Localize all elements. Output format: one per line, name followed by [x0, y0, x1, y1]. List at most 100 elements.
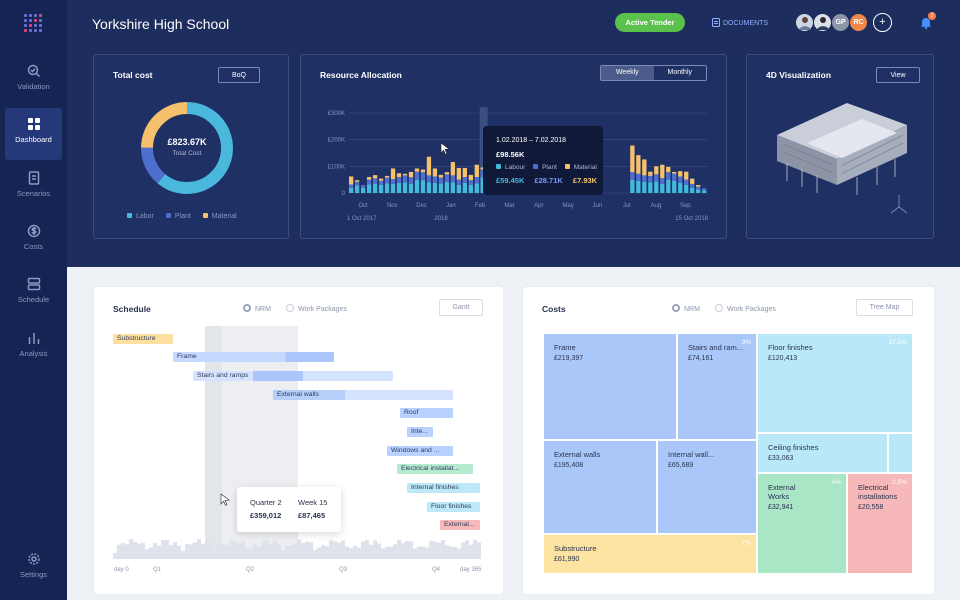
monthly-toggle[interactable]: Monthly — [667, 69, 692, 76]
documents-link[interactable]: DOCUMENTS — [712, 18, 768, 27]
bar-segment-plant[interactable] — [390, 179, 396, 184]
bar-segment-labour[interactable] — [474, 183, 479, 193]
bar-segment-labour[interactable] — [372, 183, 378, 193]
bar-segment-plant[interactable] — [672, 173, 677, 181]
app-logo[interactable] — [24, 14, 42, 32]
gantt-bar[interactable]: Stairs and ramps — [193, 371, 393, 381]
donut-slice-material[interactable] — [141, 102, 233, 194]
bar-segment-plant[interactable] — [678, 176, 683, 183]
sidebar-item-costs[interactable]: Costs — [5, 215, 62, 267]
bar-segment-labour[interactable] — [444, 181, 450, 193]
radio-nrm[interactable]: NRM — [243, 304, 271, 313]
gantt-bar[interactable]: External... — [440, 520, 480, 530]
bar-segment-plant[interactable] — [426, 175, 432, 183]
bar-segment-material[interactable] — [444, 172, 450, 175]
sidebar-item-scenarios[interactable]: Scenarios — [5, 162, 62, 214]
bar-segment-labour[interactable] — [468, 185, 473, 193]
bar-segment-labour[interactable] — [678, 182, 683, 193]
bar-segment-material[interactable] — [408, 171, 414, 178]
bar-segment-labour[interactable] — [438, 183, 444, 193]
bar-segment-material[interactable] — [402, 173, 408, 176]
bar-segment-material[interactable] — [642, 159, 647, 176]
bar-segment-plant[interactable] — [648, 175, 653, 183]
bar-segment-labour[interactable] — [642, 181, 647, 193]
bar-segment-labour[interactable] — [690, 187, 695, 193]
bar-segment-material[interactable] — [678, 171, 683, 177]
bell-icon[interactable] — [920, 16, 932, 29]
bar-segment-material[interactable] — [438, 174, 444, 178]
bar-segment-material[interactable] — [684, 171, 689, 180]
treemap-tile[interactable]: External walls £195,408 — [543, 440, 657, 534]
gantt-bar[interactable]: Inte... — [407, 427, 433, 437]
bar-segment-labour[interactable] — [390, 183, 396, 193]
bar-segment-material[interactable] — [456, 167, 462, 180]
sidebar-item-analysis[interactable]: Analysis — [5, 322, 62, 374]
bar-segment-material[interactable] — [468, 174, 473, 181]
bar-segment-labour[interactable] — [456, 185, 462, 193]
bar-segment-plant[interactable] — [366, 179, 372, 185]
bar-segment-labour[interactable] — [654, 181, 659, 193]
bar-segment-material[interactable] — [396, 173, 402, 177]
bar-segment-plant[interactable] — [432, 176, 438, 183]
treemap-tile[interactable]: Frame £219,397 — [543, 333, 677, 440]
radio-work-packages[interactable]: Work Packages — [715, 304, 776, 313]
bar-segment-labour[interactable] — [696, 189, 701, 193]
gantt-bar[interactable]: Internal finishes — [407, 483, 480, 493]
bar-segment-labour[interactable] — [366, 184, 372, 193]
bar-segment-labour[interactable] — [660, 183, 665, 193]
bar-segment-plant[interactable] — [360, 185, 366, 188]
bar-segment-material[interactable] — [462, 167, 467, 177]
bar-segment-plant[interactable] — [456, 179, 462, 185]
bar-segment-labour[interactable] — [666, 179, 671, 193]
view-button[interactable]: View — [876, 67, 920, 83]
bar-segment-plant[interactable] — [450, 175, 456, 183]
donut-slice-plant[interactable] — [141, 102, 233, 194]
bar-segment-material[interactable] — [654, 166, 659, 175]
bar-segment-labour[interactable] — [672, 181, 677, 193]
bar-segment-plant[interactable] — [378, 180, 384, 185]
bar-segment-plant[interactable] — [702, 188, 707, 191]
bar-segment-material[interactable] — [372, 175, 378, 179]
bar-segment-material[interactable] — [384, 175, 390, 178]
treemap-tile[interactable]: Electrical installations £20,558 2.5% — [847, 473, 913, 574]
radio-work-packages[interactable]: Work Packages — [286, 304, 347, 313]
avatar[interactable]: GP — [831, 13, 850, 32]
bar-segment-material[interactable] — [414, 168, 420, 172]
bar-segment-material[interactable] — [666, 166, 671, 173]
bar-segment-material[interactable] — [432, 168, 438, 177]
bar-segment-labour[interactable] — [432, 182, 438, 193]
bar-segment-material[interactable] — [354, 180, 360, 182]
bar-segment-labour[interactable] — [648, 182, 653, 193]
gantt-bar[interactable]: Electrical installat... — [397, 464, 473, 474]
radio-nrm[interactable]: NRM — [672, 304, 700, 313]
avatar[interactable]: RC — [849, 13, 868, 32]
bar-segment-labour[interactable] — [702, 190, 707, 193]
bar-segment-plant[interactable] — [480, 169, 485, 178]
bar-segment-material[interactable] — [630, 145, 635, 173]
bar-segment-material[interactable] — [378, 178, 384, 181]
bar-segment-plant[interactable] — [349, 184, 354, 188]
treemap-tile[interactable]: Internal wall... £65,689 — [657, 440, 757, 534]
bar-segment-material[interactable] — [450, 162, 456, 176]
status-badge[interactable]: Active Tender — [615, 13, 685, 32]
bar-segment-plant[interactable] — [690, 183, 695, 188]
bar-segment-labour[interactable] — [354, 185, 360, 193]
bar-segment-labour[interactable] — [630, 179, 635, 193]
gantt-button[interactable]: Gantt — [439, 299, 483, 316]
building-model[interactable] — [767, 95, 917, 225]
bar-segment-labour[interactable] — [360, 187, 366, 193]
bar-segment-material[interactable] — [660, 164, 665, 179]
bar-segment-labour[interactable] — [378, 185, 384, 193]
bar-segment-material[interactable] — [420, 169, 426, 173]
treemap-tile[interactable]: Ceiling finishes £33,063 — [757, 433, 888, 473]
gantt-bar[interactable]: External walls — [273, 390, 453, 400]
bar-segment-labour[interactable] — [450, 182, 456, 193]
bar-segment-material[interactable] — [480, 167, 485, 170]
bar-segment-material[interactable] — [474, 164, 479, 177]
bar-segment-labour[interactable] — [349, 187, 354, 193]
bar-segment-material[interactable] — [366, 177, 372, 180]
sidebar-item-validation[interactable]: Validation — [5, 55, 62, 107]
treemap-tile[interactable]: Substructure £61,990 7% — [543, 534, 757, 574]
bar-segment-labour[interactable] — [414, 179, 420, 193]
bar-segment-plant[interactable] — [636, 173, 641, 181]
